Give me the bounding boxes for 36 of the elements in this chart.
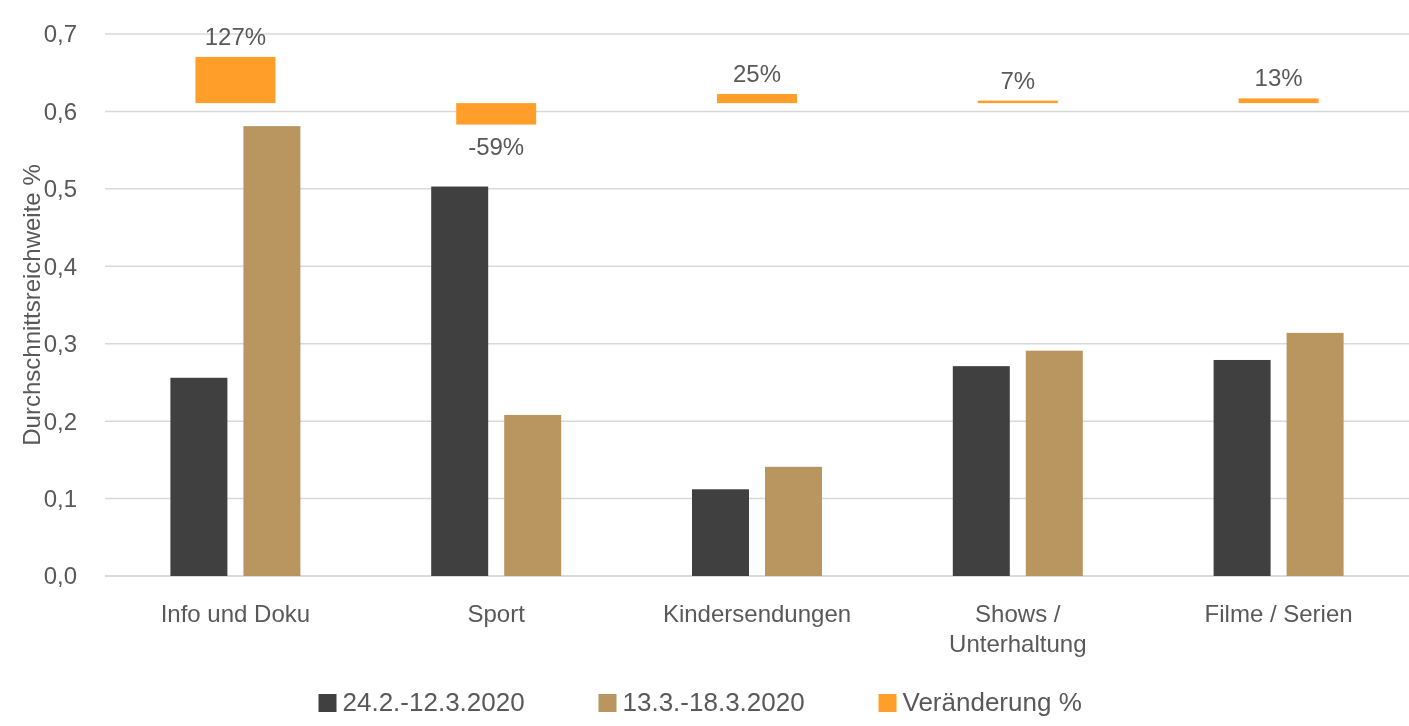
bar [170, 377, 228, 576]
bar [1238, 98, 1319, 104]
y-tick-label: 0,3 [43, 330, 77, 358]
y-tick-label: 0,1 [43, 484, 77, 512]
bar [504, 414, 562, 576]
bar [243, 126, 301, 576]
y-tick-label: 0,4 [43, 252, 77, 280]
x-tick-label: Filme / Serien [1204, 600, 1353, 627]
y-tick-label: 0,5 [43, 175, 77, 203]
x-tick-label: Shows / Unterhaltung [949, 600, 1087, 657]
y-tick-label: 0,2 [43, 407, 77, 435]
y-tick-label: 0,6 [43, 97, 77, 125]
bar [1025, 350, 1083, 576]
x-tick-label: Kindersendungen [662, 600, 852, 627]
legend-label: 13.3.-18.3.2020 [622, 687, 805, 717]
bar [1286, 332, 1344, 576]
y-tick-label: 0,7 [43, 20, 77, 48]
bar [692, 489, 749, 576]
legend-label: 24.2.-12.3.2020 [342, 687, 525, 717]
y-tick-label: 0,0 [43, 562, 77, 590]
bar [952, 366, 1010, 576]
legend-label: Veränderung % [902, 687, 1082, 717]
bar [717, 94, 797, 104]
data-label: 7% [1000, 66, 1036, 94]
data-label: 127% [204, 22, 267, 50]
x-tick-label: Sport [467, 600, 526, 627]
bar [456, 103, 537, 125]
data-label: 13% [1254, 64, 1303, 92]
bar [195, 56, 276, 104]
bar [1213, 359, 1271, 576]
x-tick-label: Info und Doku [160, 600, 311, 627]
data-label: -59% [468, 132, 525, 160]
bar [765, 466, 822, 576]
bar [431, 186, 489, 576]
data-label: 25% [732, 60, 782, 88]
y-axis-title: Durchschnittsreichweite % [18, 164, 45, 446]
